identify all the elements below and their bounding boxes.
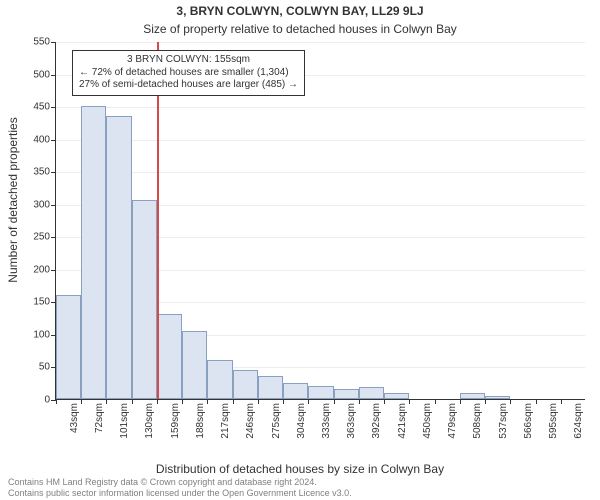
xtick-mark [561, 399, 562, 404]
footer-line1: Contains HM Land Registry data © Crown c… [8, 477, 592, 487]
xtick-label: 479sqm [447, 403, 458, 439]
ytick-label: 550 [33, 37, 50, 48]
xtick-label: 450sqm [422, 403, 433, 439]
gridline-h [56, 140, 585, 141]
xtick-mark [56, 399, 57, 404]
ytick-label: 500 [33, 69, 50, 80]
xtick-label: 595sqm [548, 403, 559, 439]
xtick-mark [207, 399, 208, 404]
histogram-bar [207, 360, 232, 399]
xtick-label: 130sqm [144, 403, 155, 439]
ytick-mark [51, 205, 56, 206]
xtick-label: 363sqm [346, 403, 357, 439]
histogram-bar [359, 387, 384, 399]
histogram-bar [308, 386, 333, 399]
xtick-mark [106, 399, 107, 404]
annotation-box: 3 BRYN COLWYN: 155sqm ← 72% of detached … [72, 50, 305, 96]
xtick-mark [460, 399, 461, 404]
histogram-bar [132, 200, 157, 399]
ytick-mark [51, 237, 56, 238]
annotation-line3: 27% of semi-detached houses are larger (… [79, 79, 298, 92]
histogram-bar [56, 295, 81, 399]
xtick-mark [132, 399, 133, 404]
xtick-label: 333sqm [321, 403, 332, 439]
xtick-mark [485, 399, 486, 404]
plot-area: 05010015020025030035040045050055043sqm72… [55, 42, 585, 400]
histogram-bar [334, 389, 359, 399]
xtick-mark [81, 399, 82, 404]
xtick-mark [308, 399, 309, 404]
ytick-mark [51, 172, 56, 173]
xtick-mark [435, 399, 436, 404]
xtick-label: 566sqm [523, 403, 534, 439]
ytick-label: 50 [39, 362, 50, 373]
annotation-line1: 3 BRYN COLWYN: 155sqm [79, 54, 298, 67]
histogram-bar [182, 331, 207, 399]
xtick-label: 246sqm [245, 403, 256, 439]
histogram-bar [384, 393, 409, 400]
x-axis-label: Distribution of detached houses by size … [0, 462, 600, 476]
ytick-mark [51, 107, 56, 108]
histogram-bar [258, 376, 283, 399]
xtick-label: 101sqm [119, 403, 130, 439]
ytick-label: 150 [33, 297, 50, 308]
ytick-label: 400 [33, 134, 50, 145]
gridline-h [56, 42, 585, 43]
footer-line2: Contains public sector information licen… [8, 488, 592, 498]
xtick-mark [409, 399, 410, 404]
xtick-label: 275sqm [271, 403, 282, 439]
histogram-bar [485, 396, 510, 399]
xtick-mark [334, 399, 335, 404]
ytick-label: 0 [44, 395, 50, 406]
ytick-mark [51, 75, 56, 76]
xtick-label: 392sqm [371, 403, 382, 439]
xtick-mark [182, 399, 183, 404]
ytick-label: 300 [33, 199, 50, 210]
ytick-mark [51, 42, 56, 43]
xtick-label: 508sqm [472, 403, 483, 439]
histogram-bar [157, 314, 182, 399]
ytick-label: 100 [33, 329, 50, 340]
histogram-bar [81, 106, 106, 399]
ytick-label: 350 [33, 167, 50, 178]
ytick-label: 200 [33, 264, 50, 275]
histogram-bar [460, 393, 485, 400]
xtick-label: 159sqm [170, 403, 181, 439]
ytick-mark [51, 270, 56, 271]
xtick-label: 72sqm [94, 403, 105, 433]
xtick-label: 624sqm [573, 403, 584, 439]
gridline-h [56, 172, 585, 173]
xtick-label: 188sqm [195, 403, 206, 439]
chart-title: Size of property relative to detached ho… [0, 22, 600, 36]
xtick-mark [233, 399, 234, 404]
xtick-mark [283, 399, 284, 404]
xtick-mark [359, 399, 360, 404]
xtick-label: 421sqm [397, 403, 408, 439]
ytick-mark [51, 140, 56, 141]
xtick-label: 43sqm [69, 403, 80, 433]
xtick-mark [157, 399, 158, 404]
footer-attribution: Contains HM Land Registry data © Crown c… [8, 477, 592, 498]
gridline-h [56, 107, 585, 108]
histogram-bar [233, 370, 258, 399]
xtick-mark [536, 399, 537, 404]
chart-supertitle: 3, BRYN COLWYN, COLWYN BAY, LL29 9LJ [0, 4, 600, 18]
histogram-bar [106, 116, 131, 399]
xtick-mark [258, 399, 259, 404]
xtick-label: 217sqm [220, 403, 231, 439]
ytick-label: 250 [33, 232, 50, 243]
xtick-mark [510, 399, 511, 404]
ytick-label: 450 [33, 102, 50, 113]
property-marker-line [157, 42, 159, 399]
annotation-line2: ← 72% of detached houses are smaller (1,… [79, 67, 298, 80]
xtick-label: 304sqm [296, 403, 307, 439]
histogram-bar [283, 383, 308, 399]
y-axis-label: Number of detached properties [6, 20, 20, 380]
xtick-label: 537sqm [498, 403, 509, 439]
xtick-mark [384, 399, 385, 404]
